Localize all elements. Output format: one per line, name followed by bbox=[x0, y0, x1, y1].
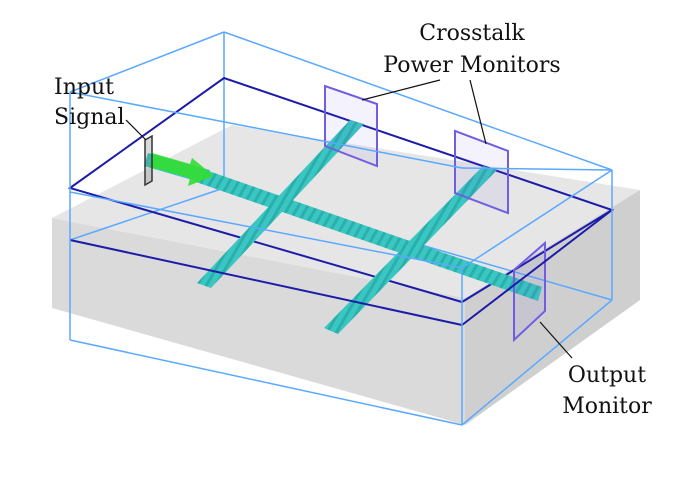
output-label-line2: Monitor bbox=[562, 394, 652, 419]
output-leader bbox=[539, 321, 573, 359]
inner-front-lower-right bbox=[461, 209, 613, 326]
cross-waveguide-right bbox=[324, 166, 497, 334]
crosstalk-monitor-left bbox=[324, 84, 378, 168]
outer-back-right-edge bbox=[223, 31, 613, 171]
leader-lines bbox=[125, 79, 573, 359]
crosstalk-label-line1: Crosstalk bbox=[419, 21, 525, 46]
input-leader bbox=[125, 119, 147, 141]
crosstalk-leader-left bbox=[361, 79, 441, 101]
input-label-line1: Input bbox=[54, 75, 114, 100]
simulation-box-front bbox=[69, 91, 613, 426]
cross-waveguide-left bbox=[197, 120, 364, 288]
inner-front-lower-edge bbox=[69, 239, 463, 326]
source-arrow bbox=[150, 153, 214, 186]
crosstalk-leader-right bbox=[469, 79, 487, 145]
outer-front-top-right bbox=[461, 167, 613, 171]
outer-front-frame bbox=[69, 92, 613, 269]
output-label-line1: Output bbox=[568, 363, 646, 388]
waveguide-network bbox=[144, 120, 542, 334]
outer-front-bottom-right bbox=[461, 299, 613, 426]
crosstalk-monitor-right bbox=[454, 129, 509, 215]
substrate-block bbox=[52, 125, 640, 425]
substrate-left-face bbox=[52, 218, 465, 425]
outer-front-bottom-edge bbox=[69, 339, 463, 426]
substrate-right-face bbox=[465, 190, 640, 425]
annotations: Input Signal Crosstalk Power Monitors Ou… bbox=[54, 21, 652, 419]
input-source-plane bbox=[144, 134, 153, 187]
outer-front-top-left bbox=[69, 91, 463, 169]
outer-back-top-edge bbox=[69, 31, 225, 93]
inner-back-top-edge bbox=[69, 187, 225, 241]
input-label-line2: Signal bbox=[54, 105, 125, 130]
crosstalk-label-line2: Power Monitors bbox=[383, 53, 560, 78]
